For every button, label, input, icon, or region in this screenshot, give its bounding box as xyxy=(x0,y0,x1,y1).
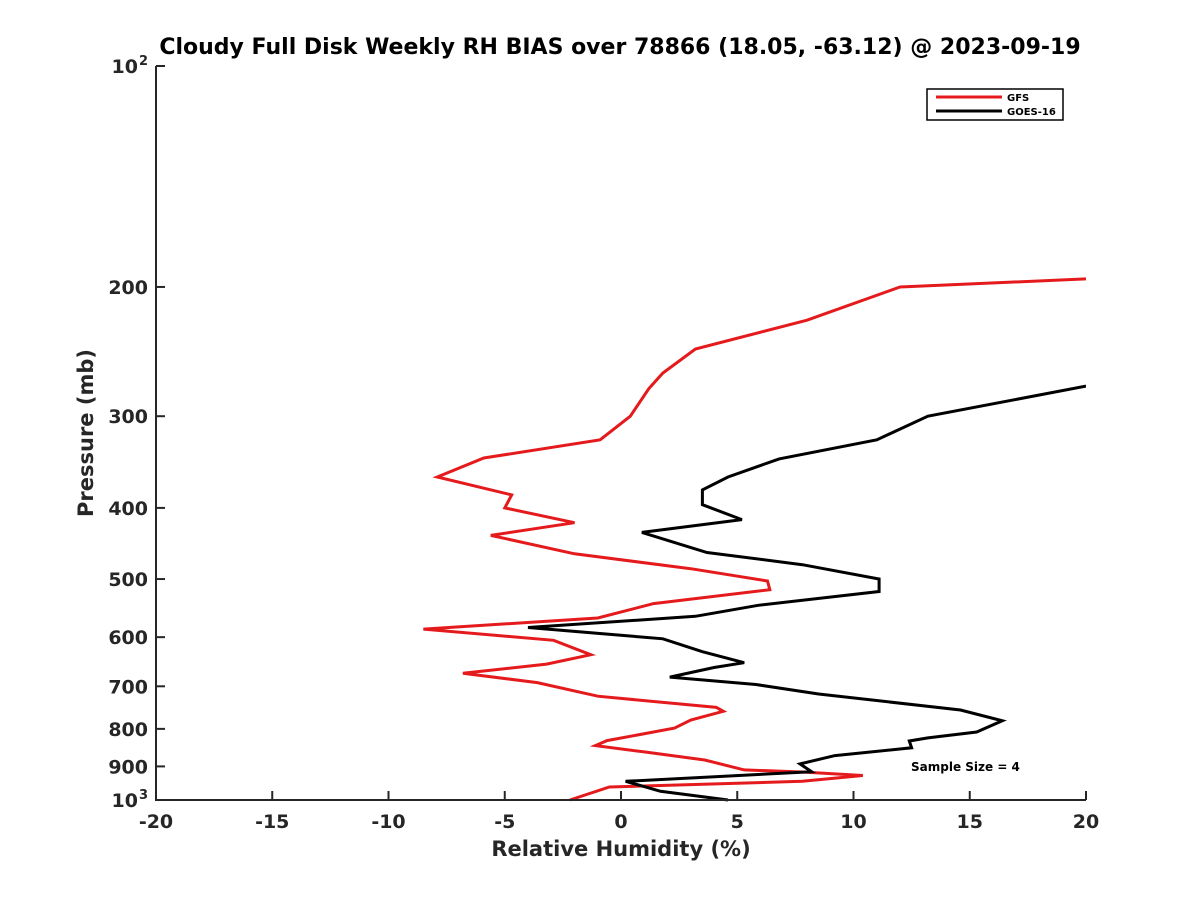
y-tick-label: 900 xyxy=(108,756,148,778)
legend-label-goes16: GOES-16 xyxy=(1007,107,1056,118)
y-tick-label: 300 xyxy=(108,406,148,428)
y-tick-label: 500 xyxy=(108,569,148,591)
x-ticks: -20 -15 -10 -5 0 5 10 15 20 xyxy=(139,791,1099,833)
y-tick-label: 400 xyxy=(108,498,148,520)
legend: GFS GOES-16 xyxy=(926,88,1064,121)
series-line-gfs xyxy=(423,277,1086,802)
x-tick-label: -10 xyxy=(371,811,405,833)
y-tick-label: 800 xyxy=(108,719,148,741)
y-tick-exponent: 3 xyxy=(139,788,148,803)
x-tick-label: -5 xyxy=(494,811,515,833)
x-tick-label: 20 xyxy=(1073,811,1099,833)
series-group xyxy=(423,277,1086,802)
y-tick-label: 200 xyxy=(108,277,148,299)
series-line-goes16 xyxy=(527,384,1086,802)
x-tick-label: -20 xyxy=(139,811,173,833)
x-tick-label: 0 xyxy=(614,811,627,833)
x-tick-label: 5 xyxy=(731,811,744,833)
legend-label-gfs: GFS xyxy=(1007,93,1029,104)
axis-lines xyxy=(155,66,1086,801)
y-tick-label: 700 xyxy=(108,676,148,698)
x-tick-label: -15 xyxy=(255,811,289,833)
chart-title: Cloudy Full Disk Weekly RH BIAS over 788… xyxy=(159,35,1080,60)
y-tick-exponent: 2 xyxy=(139,54,148,69)
y-axis-label: Pressure (mb) xyxy=(74,349,98,517)
x-tick-label: 10 xyxy=(840,811,866,833)
y-tick-label: 10 xyxy=(112,56,138,78)
y-tick-label: 600 xyxy=(108,627,148,649)
sample-size-annotation: Sample Size = 4 xyxy=(911,760,1020,774)
x-tick-label: 15 xyxy=(957,811,983,833)
x-axis-label: Relative Humidity (%) xyxy=(491,837,750,861)
y-tick-label: 10 xyxy=(112,790,138,812)
legend-box xyxy=(926,88,1064,121)
